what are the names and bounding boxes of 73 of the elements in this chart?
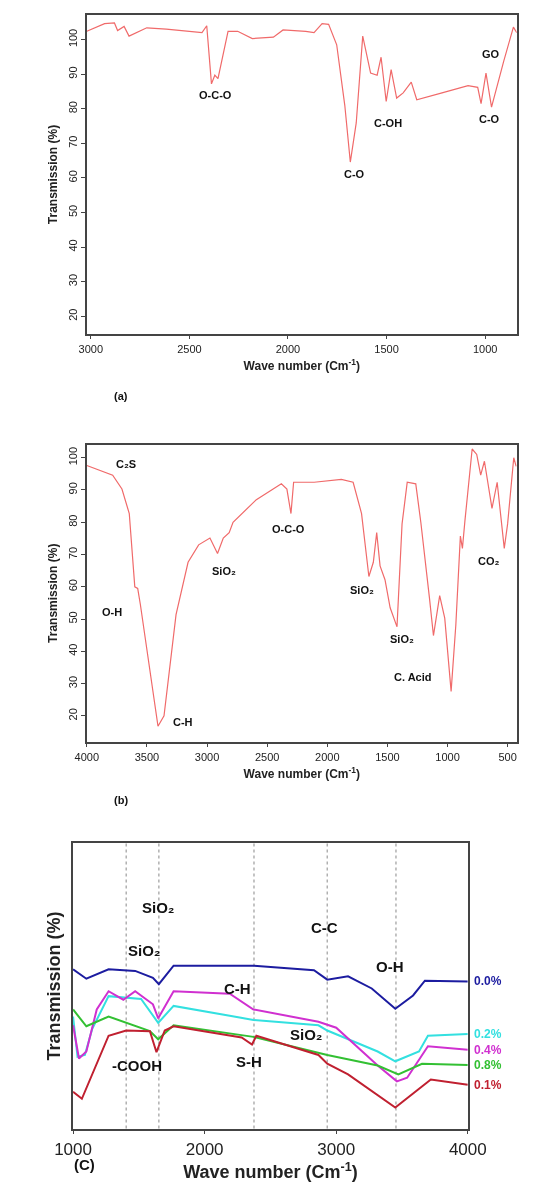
y-tick-label: 30: [66, 675, 79, 689]
y-tick-label: 90: [66, 66, 79, 79]
annotation: O-C-O: [199, 89, 232, 101]
annotation: SiO₂: [350, 584, 374, 596]
text: (C): [74, 1156, 95, 1173]
y-tick-label: 70: [66, 135, 79, 148]
annotation: O-H: [376, 958, 404, 975]
annotation: SiO₂: [128, 942, 161, 959]
annotation: O-H: [102, 606, 123, 618]
x-tick-label: 3500: [134, 750, 160, 763]
y-tick-label: 20: [66, 308, 79, 321]
annotation: C-OH: [374, 117, 403, 129]
annotation: SiO₂: [290, 1026, 323, 1043]
x-tick-label: 3000: [78, 342, 104, 355]
ref-line-label: SiO₂: [142, 899, 175, 916]
x-tick-label: 1500: [375, 750, 400, 763]
x-tick-label: 4000: [74, 750, 100, 763]
y-axis-title: Transmission (%): [44, 911, 65, 1061]
text: (b): [114, 794, 129, 806]
series-label: 0.0%: [474, 974, 502, 988]
series-label: 0.2%: [474, 1027, 502, 1041]
x-tick-label: 3000: [194, 750, 220, 763]
y-tick-label: 100: [66, 446, 79, 466]
x-tick-label: 2500: [254, 750, 280, 763]
x-axis-title: Wave number (Cm$^{-1}$): [183, 1159, 358, 1183]
line-series: [86, 448, 517, 727]
x-tick-label: 1000: [54, 1139, 92, 1159]
annotation: O-C-O: [272, 523, 305, 535]
x-tick-label: 3000: [317, 1139, 356, 1159]
series-label: 0.8%: [474, 1058, 502, 1072]
annotation: -COOH: [112, 1057, 162, 1074]
annotation: C-H: [224, 980, 251, 997]
x-axis-title: Wave number (Cm$^{-1}$): [243, 356, 360, 373]
series-label: C₂S: [116, 458, 137, 470]
annotation: SiO₂: [212, 565, 236, 577]
x-tick-label: 500: [498, 750, 517, 763]
x-tick-label: 1000: [435, 750, 460, 763]
x-tick-label: 2000: [315, 750, 340, 763]
annotation: CO₂: [478, 555, 500, 567]
y-axis-title: Transmission (%): [46, 124, 61, 225]
annotation: SiO₂: [390, 633, 414, 645]
annotation: C-O: [344, 168, 365, 180]
text: (a): [114, 390, 128, 402]
y-tick-label: 40: [66, 239, 79, 252]
line-series: [86, 22, 517, 163]
y-tick-label: 20: [66, 708, 79, 721]
y-tick-label: 100: [66, 28, 79, 48]
y-tick-label: 50: [66, 204, 79, 218]
y-axis-title: Transmission (%): [46, 543, 61, 643]
y-tick-label: 50: [66, 611, 79, 624]
x-tick-label: 1500: [374, 342, 399, 355]
x-axis-title: Wave number (Cm$^{-1}$): [243, 765, 360, 782]
annotation: C-C: [311, 919, 338, 936]
series-label: 0.1%: [474, 1078, 502, 1092]
y-tick-label: 60: [66, 170, 79, 183]
y-tick-label: 60: [66, 579, 79, 592]
y-tick-label: 40: [66, 643, 79, 656]
y-tick-label: 90: [66, 482, 79, 495]
annotation: C-H: [173, 716, 193, 728]
y-tick-label: 80: [66, 100, 79, 114]
annotation: S-H: [236, 1053, 262, 1070]
series-label: 0.4%: [474, 1043, 502, 1057]
x-tick-label: 2000: [275, 342, 301, 355]
y-tick-label: 70: [66, 546, 79, 560]
y-tick-label: 80: [66, 514, 79, 527]
annotation: C. Acid: [394, 671, 432, 683]
x-tick-label: 2000: [185, 1139, 224, 1159]
annotation: C-O: [479, 113, 500, 125]
series-label: GO: [482, 48, 500, 60]
x-tick-label: 1000: [472, 342, 498, 355]
y-tick-label: 30: [66, 273, 79, 287]
x-tick-label: 4000: [448, 1139, 487, 1159]
x-tick-label: 2500: [177, 342, 202, 355]
